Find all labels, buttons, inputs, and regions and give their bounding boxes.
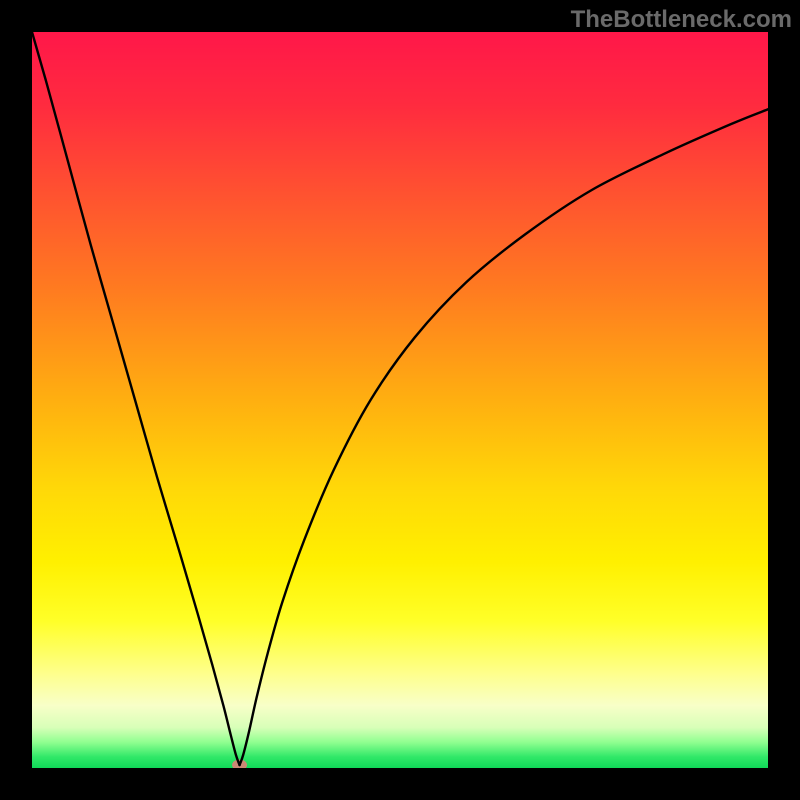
gradient-background	[32, 32, 768, 768]
watermark-text: TheBottleneck.com	[571, 6, 792, 34]
chart-svg	[32, 32, 768, 768]
chart-container: TheBottleneck.com	[0, 0, 800, 800]
plot-area	[32, 32, 768, 768]
